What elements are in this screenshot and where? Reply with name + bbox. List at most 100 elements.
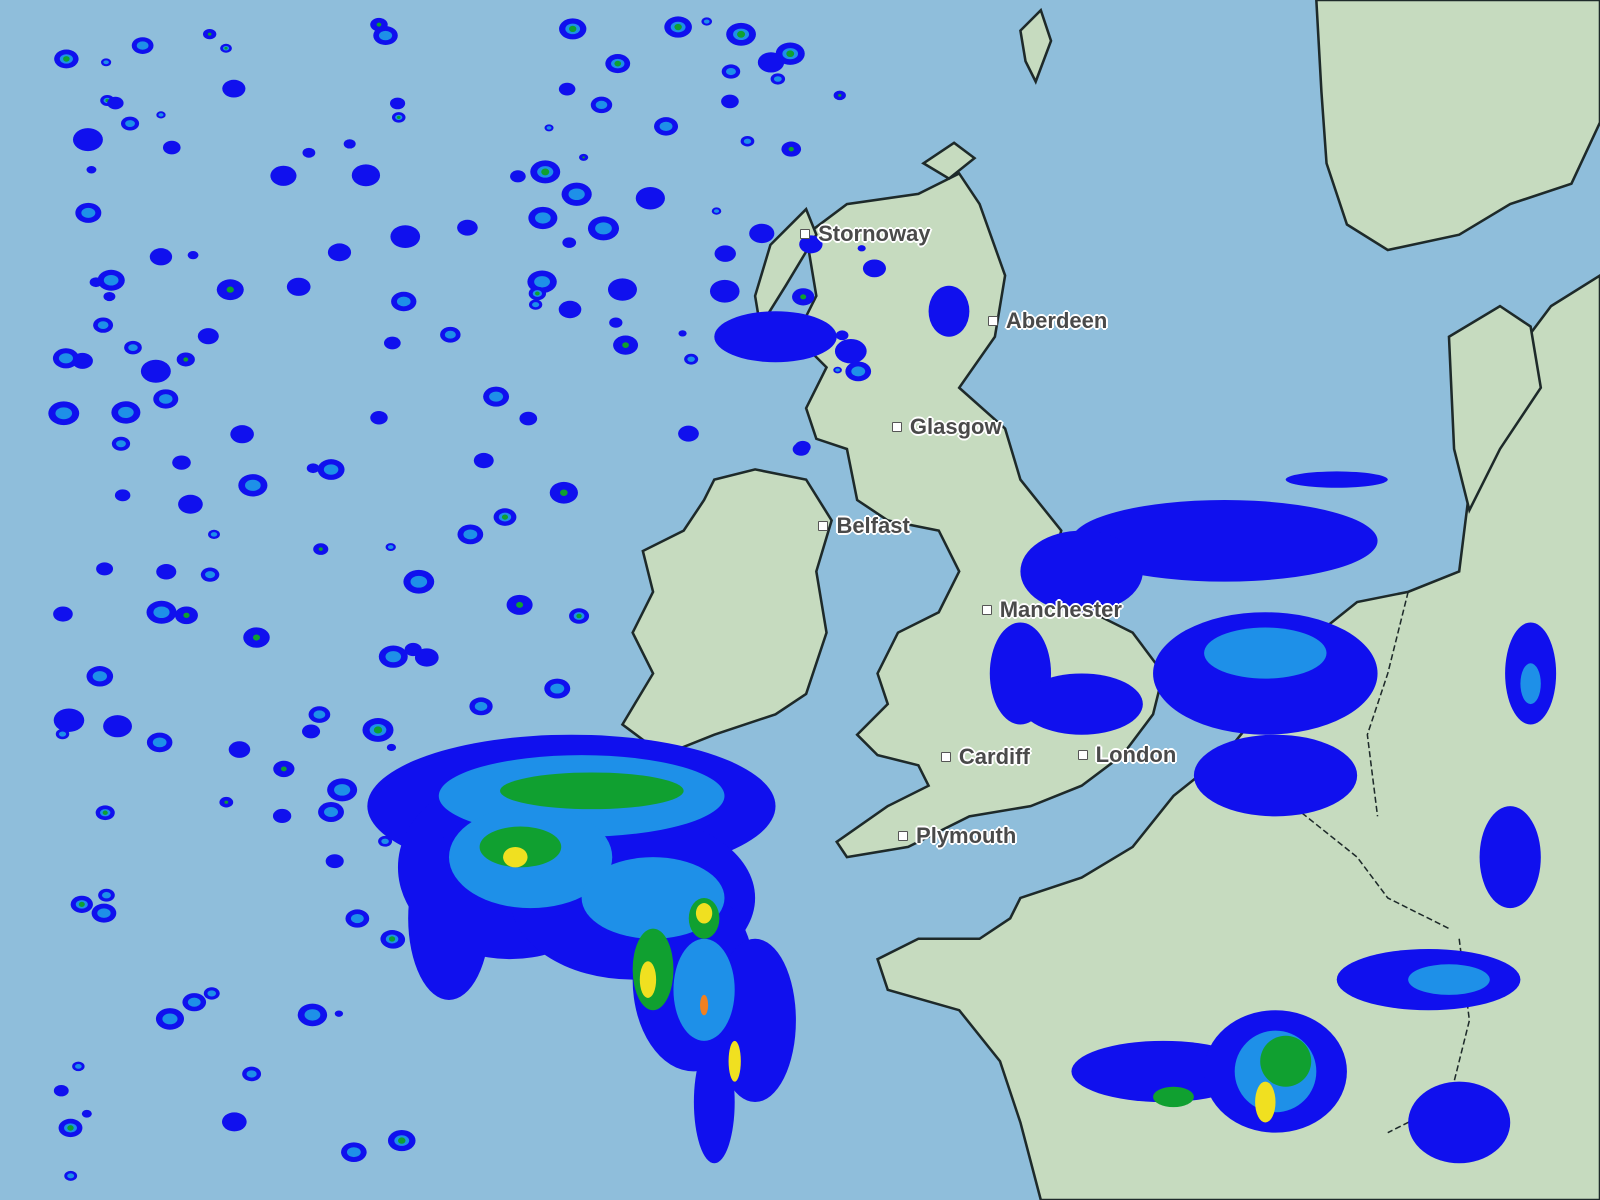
rain-cell — [558, 300, 582, 319]
rain-cell — [582, 156, 585, 159]
rain-cell — [67, 1173, 75, 1179]
rain-cell — [158, 113, 164, 117]
rain-cell — [635, 186, 665, 210]
city-aberdeen: Aberdeen — [987, 308, 1107, 334]
rain-cell — [252, 634, 261, 641]
rain-cell — [302, 724, 321, 739]
rain-cell — [743, 138, 752, 144]
land-shetland — [1019, 7, 1053, 85]
rain-cell — [714, 245, 736, 262]
rain-cell — [721, 94, 739, 109]
rain-cell — [510, 170, 526, 183]
rain-cell — [373, 726, 383, 734]
rain-cell — [687, 356, 695, 362]
rain-cell — [351, 164, 381, 187]
city-marker-icon — [1077, 750, 1088, 761]
rain-cell — [532, 302, 540, 308]
rain-cell — [562, 237, 577, 248]
rain-cell — [58, 353, 73, 364]
rain-cell — [479, 826, 562, 868]
rain-cell — [228, 741, 251, 758]
rain-cell — [1153, 1086, 1194, 1108]
rain-cell — [1193, 734, 1358, 817]
rain-cell — [835, 330, 849, 341]
rain-cell — [286, 277, 311, 296]
rain-cell — [67, 1125, 74, 1131]
rain-cell — [136, 41, 149, 50]
rain-cell — [862, 259, 886, 278]
rain-cell — [149, 248, 173, 266]
rain-cell — [324, 807, 338, 817]
rain-cell — [96, 562, 114, 576]
rain-cell — [162, 1013, 178, 1025]
rain-cell — [387, 545, 394, 550]
rain-cell — [245, 479, 261, 491]
rain-cell — [103, 291, 116, 302]
rain-cell — [323, 464, 339, 475]
rain-cell — [569, 25, 577, 33]
rain-cell — [928, 285, 970, 337]
rain-cell — [107, 96, 124, 110]
rain-cell — [81, 207, 96, 218]
rain-cell — [118, 406, 134, 419]
land-ireland — [620, 468, 834, 757]
rain-cell — [1285, 471, 1388, 488]
rain-cell — [125, 120, 135, 128]
rain-cell — [114, 489, 131, 502]
rain-cell — [678, 330, 687, 337]
rain-cell — [334, 784, 351, 796]
rain-cell — [346, 1147, 361, 1158]
rain-cell — [410, 575, 428, 588]
rain-cell — [534, 276, 551, 288]
rain-cell — [519, 411, 538, 426]
rain-cell — [713, 209, 720, 213]
rain-cell — [757, 52, 785, 73]
rain-cell — [97, 908, 111, 918]
rain-cell — [693, 1040, 735, 1164]
rain-cell — [703, 19, 710, 24]
rain-cell — [396, 115, 401, 119]
rain-cell — [800, 294, 807, 300]
rain-cell — [78, 901, 85, 907]
rain-cell — [334, 1010, 344, 1017]
rain-cell — [500, 772, 684, 810]
rain-cell — [343, 139, 356, 149]
rain-cell — [390, 225, 421, 249]
rain-cell — [53, 708, 85, 732]
rain-cell — [128, 344, 138, 351]
city-label: Glasgow — [909, 413, 1002, 439]
rain-cell — [560, 489, 568, 496]
rain-cell — [444, 330, 456, 339]
rain-cell — [1071, 500, 1378, 582]
rain-cell — [535, 291, 540, 296]
rain-cell — [396, 296, 411, 307]
rain-cell — [673, 938, 735, 1041]
rain-cell — [381, 838, 389, 844]
city-stornoway: Stornoway — [800, 221, 931, 247]
rain-cell — [183, 357, 189, 362]
rain-cell — [378, 30, 393, 41]
city-label: Cardiff — [958, 744, 1030, 770]
rain-cell — [304, 1009, 321, 1021]
rain-cell — [595, 100, 608, 110]
rain-cell — [376, 22, 382, 27]
rain-cell — [835, 368, 840, 372]
city-label: Belfast — [836, 512, 910, 538]
rain-cell — [72, 128, 103, 152]
city-marker-icon — [891, 421, 902, 432]
rain-cell — [607, 278, 637, 301]
rain-cell — [102, 810, 108, 815]
rain-cell — [700, 994, 709, 1016]
rain-cell — [857, 245, 866, 252]
rain-cell — [535, 212, 551, 224]
rain-cell — [1020, 673, 1143, 735]
rain-cell — [609, 317, 623, 328]
rain-cell — [270, 165, 297, 186]
rain-cell — [1479, 806, 1541, 909]
rain-cell — [246, 1070, 257, 1078]
rain-cell — [325, 854, 344, 869]
rain-cell — [63, 56, 70, 62]
rain-cell — [773, 76, 782, 82]
